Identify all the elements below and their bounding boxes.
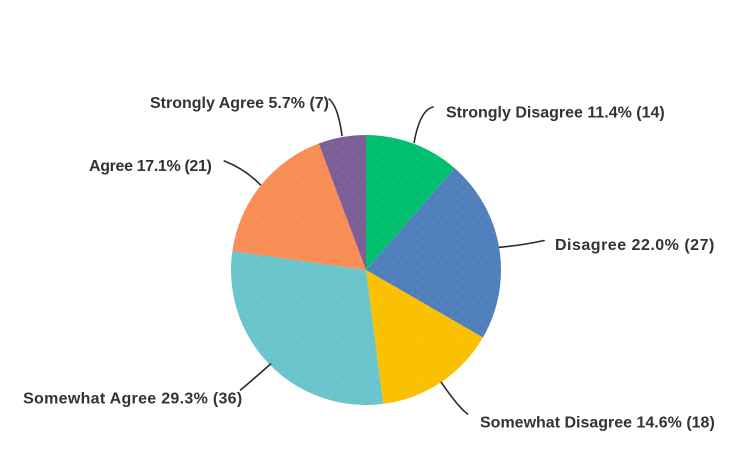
svg-text:Somewhat Agree 29.3% (36): Somewhat Agree 29.3% (36) [23,390,242,407]
svg-text:Disagree 22.0% (27): Disagree 22.0% (27) [555,237,715,254]
svg-text:Strongly Disagree 11.4% (14): Strongly Disagree 11.4% (14) [446,104,665,121]
svg-text:Strongly Agree 5.7% (7): Strongly Agree 5.7% (7) [150,95,329,112]
svg-text:Somewhat Disagree 14.6% (18): Somewhat Disagree 14.6% (18) [480,415,715,432]
svg-text:Agree 17.1% (21): Agree 17.1% (21) [89,158,211,175]
